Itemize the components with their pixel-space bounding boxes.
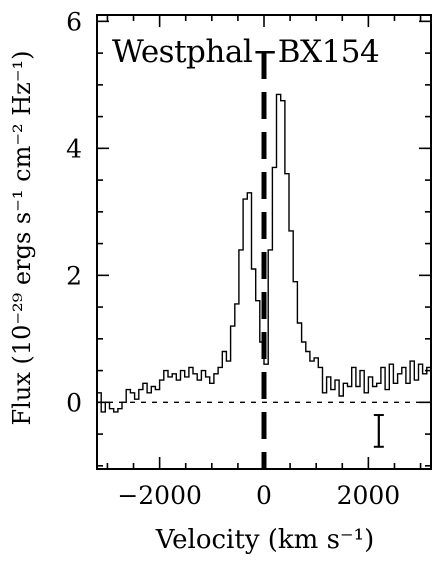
y-tick-label: 6 <box>66 7 82 36</box>
chart-title: Westphal−BX154 <box>112 34 379 70</box>
x-tick-label: −2000 <box>117 481 202 510</box>
x-tick-label: 2000 <box>337 481 401 510</box>
x-axis-label: Velocity (km s⁻¹) <box>155 525 374 555</box>
y-tick-label: 0 <box>66 388 82 417</box>
plot-frame <box>96 14 432 470</box>
x-tick-label: 0 <box>256 481 272 510</box>
y-axis-label: Flux (10⁻²⁹ ergs s⁻¹ cm⁻² Hz⁻¹) <box>8 51 36 426</box>
plot-area <box>96 14 432 470</box>
tick-labels: −2000 0 2000 0 2 4 6 <box>66 7 400 510</box>
y-tick-label: 2 <box>66 261 82 290</box>
y-tick-label: 4 <box>66 134 82 163</box>
